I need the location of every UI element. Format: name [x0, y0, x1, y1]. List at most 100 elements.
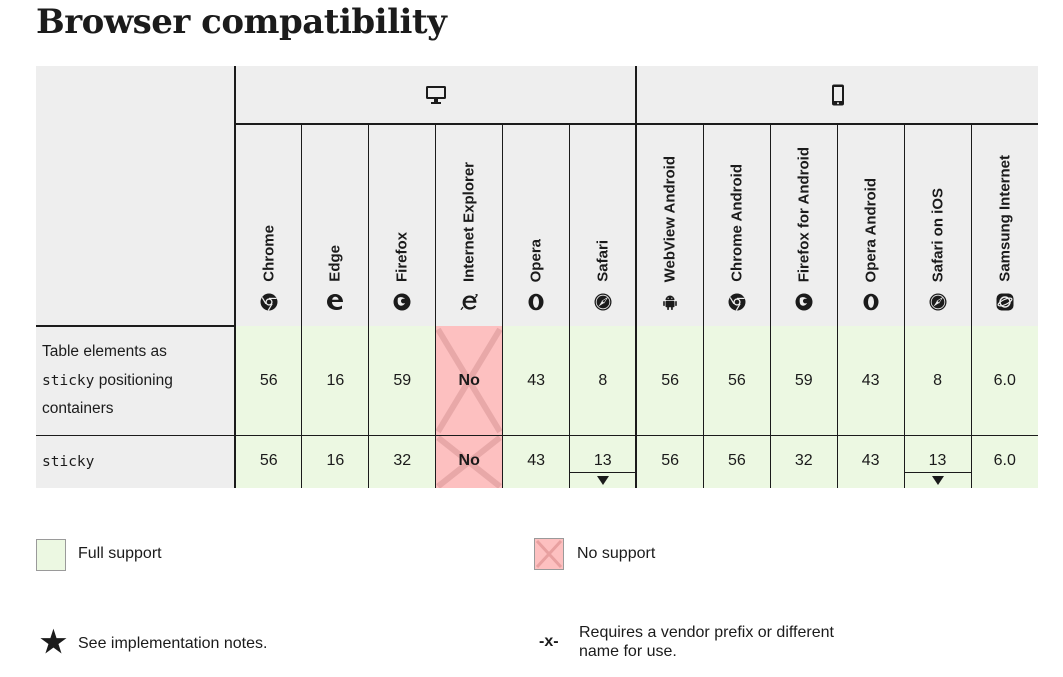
support-cell[interactable]: 56	[234, 435, 302, 488]
no-support-x-icon	[436, 326, 502, 435]
support-cell[interactable]: 59	[769, 326, 838, 436]
support-cell[interactable]: 13	[569, 435, 637, 488]
version-value: 56	[259, 371, 278, 389]
browser-header-opera-android: Opera Android	[836, 124, 905, 326]
version-value: 56	[661, 371, 680, 389]
support-cell[interactable]: 43	[836, 326, 905, 436]
version-value: 13	[593, 452, 612, 469]
browser-name: Opera Android	[862, 177, 880, 282]
support-cell[interactable]: 16	[301, 326, 369, 436]
desktop-icon	[425, 85, 447, 104]
expand-notes-toggle[interactable]	[904, 472, 971, 488]
opera-icon	[862, 293, 880, 311]
version-value: 32	[393, 452, 412, 469]
version-value: 56	[661, 452, 680, 469]
browser-name: Edge	[326, 245, 344, 282]
version-value: 13	[928, 452, 947, 469]
support-cell[interactable]: 6.0	[970, 435, 1038, 488]
browser-name: Samsung Internet	[996, 155, 1014, 282]
browser-compat-table: Chrome Edge Firefox Internet Explorer Opera S…	[36, 66, 1038, 488]
support-cell[interactable]: 8	[569, 326, 637, 436]
feature-text: Table elements as	[42, 343, 167, 361]
feature-code: sticky	[42, 372, 95, 389]
table-corner	[36, 66, 236, 327]
browser-header-internet-explorer: Internet Explorer	[435, 124, 503, 326]
no-support-cell[interactable]: No	[435, 435, 503, 488]
version-value: 6.0	[993, 371, 1016, 389]
opera-icon	[527, 293, 545, 311]
internet-explorer-icon	[460, 293, 478, 311]
browser-name: Safari	[594, 240, 612, 282]
feature-name: sticky	[36, 435, 236, 488]
vendor-prefix-icon: -x-	[539, 633, 559, 650]
version-value: 43	[527, 452, 546, 469]
version-value: 8	[598, 371, 608, 389]
feature-name: Table elements as sticky positioning con…	[36, 326, 236, 436]
asterisk-icon: ★	[40, 626, 67, 659]
version-value: 56	[259, 452, 278, 469]
browser-header-firefox: Firefox	[368, 124, 436, 326]
triangle-down-icon	[931, 476, 944, 485]
support-cell[interactable]: 43	[836, 435, 905, 488]
triangle-down-icon	[596, 476, 609, 485]
browser-name: Safari on iOS	[929, 187, 947, 282]
support-cell[interactable]: 59	[368, 326, 436, 436]
browser-header-chrome-android: Chrome Android	[702, 124, 771, 326]
support-cell[interactable]: 56	[702, 326, 771, 436]
support-cell[interactable]: 16	[301, 435, 369, 488]
version-value: No	[458, 452, 480, 469]
no-support-cell[interactable]: No	[435, 326, 503, 436]
safari-icon	[594, 293, 612, 311]
support-cell[interactable]: 13	[903, 435, 972, 488]
support-cell[interactable]: 32	[368, 435, 436, 488]
version-value: 16	[326, 371, 345, 389]
version-value: 6.0	[993, 452, 1016, 469]
support-cell[interactable]: 8	[903, 326, 972, 436]
no-support-label: No support	[577, 545, 656, 562]
browser-header-safari: Safari	[569, 124, 637, 326]
version-value: 43	[861, 371, 880, 389]
support-cell[interactable]: 32	[769, 435, 838, 488]
support-cell[interactable]: 43	[502, 326, 570, 436]
support-cell[interactable]: 43	[502, 435, 570, 488]
browser-header-firefox-for-android: Firefox for Android	[769, 124, 838, 326]
version-value: 43	[527, 371, 546, 389]
safari-icon	[929, 293, 947, 311]
support-cell[interactable]: 56	[702, 435, 771, 488]
support-cell[interactable]: 6.0	[970, 326, 1038, 436]
support-cell[interactable]: 56	[635, 326, 704, 436]
browser-header-webview-android: WebView Android	[635, 124, 704, 326]
version-value: 59	[393, 371, 412, 389]
browser-header-chrome: Chrome	[234, 124, 302, 326]
version-value: 59	[794, 371, 813, 389]
firefox-icon	[795, 293, 813, 311]
support-cell[interactable]: 56	[234, 326, 302, 436]
browser-name: Opera	[527, 238, 545, 282]
browser-name: Firefox for Android	[795, 146, 813, 282]
platform-desktop	[234, 66, 637, 125]
firefox-icon	[393, 293, 411, 311]
implementation-notes-label: See implementation notes.	[78, 635, 268, 652]
feature-text: containers	[42, 400, 114, 418]
feature-text: positioning	[98, 371, 173, 389]
full-support-swatch	[36, 539, 66, 571]
browser-name: Internet Explorer	[460, 161, 478, 282]
chrome-icon	[728, 293, 746, 311]
no-support-swatch	[534, 538, 564, 570]
browser-name: WebView Android	[661, 155, 679, 282]
browser-name: Chrome	[260, 225, 278, 282]
version-value: 32	[794, 452, 813, 469]
support-cell[interactable]: 56	[635, 435, 704, 488]
edge-icon	[326, 293, 344, 311]
expand-notes-toggle[interactable]	[570, 472, 636, 488]
platform-mobile	[635, 66, 1038, 125]
no-support-x-icon	[436, 436, 502, 488]
browser-header-edge: Edge	[301, 124, 369, 326]
full-support-label: Full support	[78, 545, 162, 562]
vendor-prefix-label: Requires a vendor prefix or different na…	[579, 624, 834, 660]
mobile-icon	[831, 84, 845, 105]
version-value: 56	[727, 371, 746, 389]
browser-name: Chrome Android	[728, 164, 746, 282]
android-icon	[661, 293, 679, 311]
version-value: 8	[933, 371, 943, 389]
